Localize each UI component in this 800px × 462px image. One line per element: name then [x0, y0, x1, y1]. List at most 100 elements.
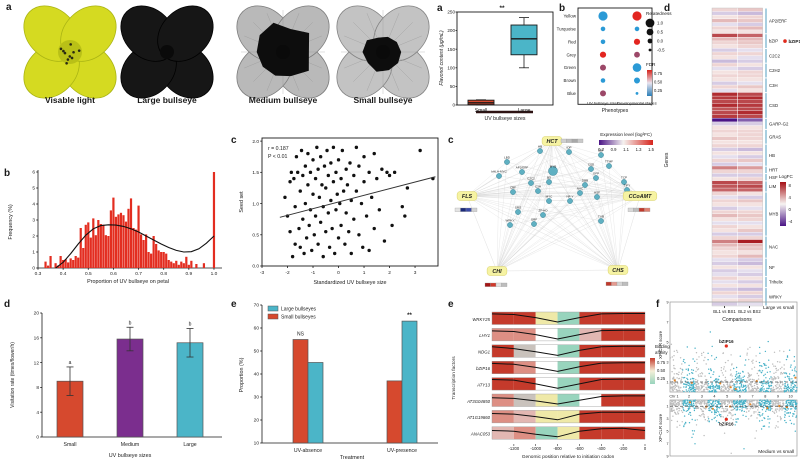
- label: 0.6: [110, 271, 117, 277]
- snp-point: [747, 372, 750, 375]
- snp-point: [739, 355, 741, 357]
- network-legend: Expression level (log²FC) 0.7 0.9 1.1 1.3 1.5: [598, 132, 654, 152]
- snp-point: [680, 410, 683, 412]
- snp-point: [785, 402, 787, 404]
- snp-point: [773, 399, 775, 402]
- snp-point: [743, 401, 745, 403]
- snp-point: [698, 385, 700, 388]
- snp-point: [705, 382, 707, 385]
- size-legend-dot: [647, 38, 653, 44]
- snp-point: [680, 373, 683, 375]
- tf-label: WRKY25: [472, 317, 490, 322]
- tf-label: bZIP16: [476, 366, 490, 371]
- snp-point: [701, 390, 703, 393]
- label: 0: [32, 266, 35, 272]
- label: 1.5: [648, 147, 654, 152]
- snp-point: [794, 430, 796, 432]
- snp-point: [672, 391, 674, 393]
- snp-point: [740, 384, 743, 386]
- snp-point: [752, 399, 755, 402]
- snp-point: [753, 412, 755, 414]
- snp-point: [673, 382, 676, 385]
- hub-gene-label: CCoAMT: [629, 194, 652, 200]
- snp-point: [701, 414, 703, 416]
- snp-point: [672, 409, 675, 412]
- snp-point: [694, 390, 697, 392]
- manhattan-bottom: [669, 399, 798, 454]
- snp-point: [678, 403, 681, 405]
- snp-point: [742, 376, 744, 378]
- snp-point: [785, 385, 787, 388]
- snp-point: [724, 402, 726, 404]
- snp-point: [696, 391, 699, 393]
- snp-point: [757, 387, 759, 389]
- density-curve: [55, 224, 215, 269]
- label: 1.1: [623, 147, 629, 152]
- snp-point: [706, 383, 708, 386]
- snp-point: [676, 377, 678, 379]
- snp-point: [676, 391, 678, 393]
- snp-point: [707, 352, 709, 354]
- label: 5: [667, 340, 669, 344]
- stamen-dot: [66, 58, 70, 61]
- snp-point: [796, 402, 798, 404]
- snp-point: [673, 378, 675, 380]
- snp-point: [777, 369, 780, 371]
- snp-point: [785, 390, 788, 392]
- snp-point: [753, 366, 756, 368]
- chr-label: Chr 1: [669, 395, 678, 399]
- snp-point: [782, 402, 784, 405]
- snp-point: [789, 419, 791, 422]
- candidate-point: [688, 401, 692, 404]
- scatter-point: [322, 164, 327, 168]
- candidate-point: [794, 376, 797, 379]
- family-label: bZIP: [769, 39, 778, 44]
- snp-point: [676, 408, 678, 411]
- snp-point: [725, 387, 727, 389]
- snp-point: [688, 364, 690, 367]
- bzip16-label: bZIP16: [789, 39, 800, 44]
- snp-point: [711, 355, 713, 357]
- snp-point: [694, 389, 696, 391]
- scatter-point: [308, 170, 313, 175]
- snp-point: [773, 351, 776, 353]
- snp-point: [692, 390, 695, 392]
- snp-point: [792, 402, 794, 404]
- snp-point: [763, 404, 765, 406]
- snp-point: [775, 368, 777, 370]
- snp-point: [700, 408, 702, 410]
- snp-point: [697, 402, 699, 404]
- snp-point: [765, 377, 767, 379]
- node-label: LBD: [504, 156, 511, 160]
- family-label: MYB: [769, 212, 778, 217]
- snp-point: [722, 352, 725, 354]
- network-node: [593, 175, 599, 181]
- snp-point: [758, 420, 761, 422]
- snp-point: [730, 413, 732, 415]
- snp-point: [707, 359, 709, 361]
- snp-point: [670, 403, 672, 405]
- snp-point: [686, 404, 689, 406]
- scatter-point: [329, 161, 333, 165]
- chr-label: 5: [726, 395, 728, 399]
- flower-medium: [236, 5, 330, 99]
- snp-point: [724, 420, 727, 422]
- snp-point: [751, 368, 753, 370]
- snp-point: [693, 430, 696, 432]
- snp-point: [731, 400, 733, 402]
- snp-point: [790, 401, 792, 403]
- snp-point: [773, 372, 775, 374]
- snp-point: [753, 411, 755, 413]
- significance: **: [499, 5, 505, 12]
- snp-point: [678, 405, 680, 407]
- snp-point: [694, 399, 696, 401]
- snp-point: [764, 417, 766, 420]
- label: -3: [260, 270, 265, 276]
- module-dot: [598, 11, 608, 21]
- snp-point: [709, 331, 711, 333]
- label: 1: [667, 405, 669, 409]
- snp-point: [771, 378, 773, 380]
- snp-point: [707, 416, 709, 418]
- snp-point: [724, 386, 726, 388]
- snp-point: [775, 402, 777, 405]
